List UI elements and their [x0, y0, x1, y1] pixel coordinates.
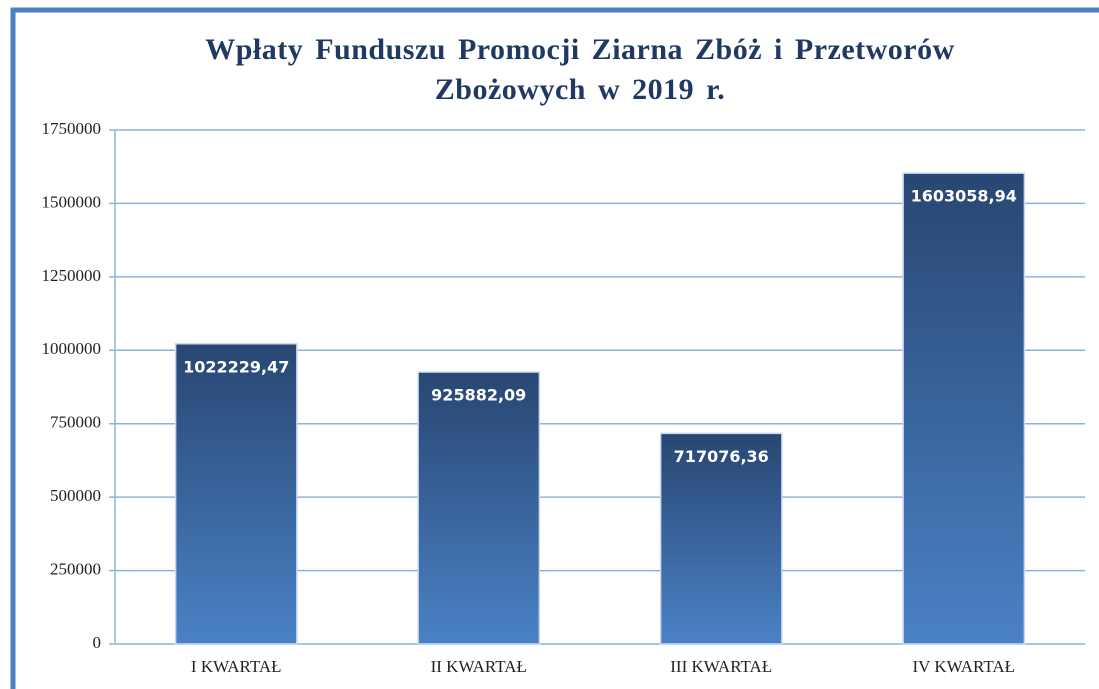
- data-label: 925882,09: [431, 386, 526, 405]
- bar: [659, 432, 783, 645]
- y-tick-label: 1000000: [42, 339, 102, 358]
- data-label: 1022229,47: [183, 357, 289, 376]
- y-tick-label: 1750000: [42, 119, 102, 138]
- y-tick-label: 500000: [50, 486, 101, 505]
- chart-title: Wpłaty Funduszu Promocji Ziarna Zbóż i P…: [205, 33, 955, 106]
- bar: [417, 371, 541, 645]
- x-tick-label: III KWARTAŁ: [670, 657, 772, 676]
- data-label: 1603058,94: [911, 187, 1017, 206]
- x-tick-label: II KWARTAŁ: [431, 657, 527, 676]
- y-tick-label: 1250000: [42, 266, 102, 285]
- y-tick-label: 250000: [50, 559, 101, 578]
- data-label: 717076,36: [674, 447, 769, 466]
- x-tick-label: I KWARTAŁ: [191, 657, 282, 676]
- y-tick-label: 750000: [50, 413, 101, 432]
- bar: [902, 172, 1026, 645]
- bar: [174, 343, 298, 645]
- frame: [10, 7, 1099, 689]
- x-tick-label: IV KWARTAŁ: [912, 657, 1015, 676]
- y-tick-label: 1500000: [42, 192, 102, 211]
- y-tick-label: 0: [93, 633, 102, 652]
